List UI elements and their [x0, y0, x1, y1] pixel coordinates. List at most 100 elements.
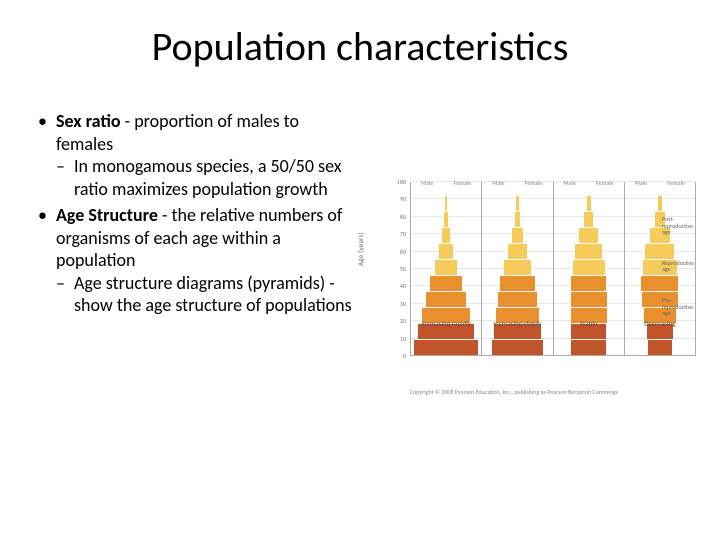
slide: Population characteristics Sex ratio - p… — [0, 0, 720, 540]
age-bar — [556, 276, 622, 292]
female-bar — [446, 244, 453, 259]
slide-title: Population characteristics — [0, 22, 720, 71]
male-bar — [575, 244, 588, 259]
figure-copyright: Copyright © 2008 Pearson Education, Inc.… — [410, 388, 696, 396]
age-structure-figure: Age (years) 0102030405060708090100 MaleF… — [386, 176, 696, 396]
male-bar — [579, 228, 588, 243]
female-bar — [446, 212, 448, 227]
head-female: Female — [596, 179, 614, 187]
male-bar — [642, 292, 660, 307]
male-bar — [508, 244, 517, 259]
female-bar — [589, 212, 594, 227]
panel-caption: Stable — [554, 320, 624, 328]
male-bar — [645, 244, 660, 259]
age-bar — [556, 260, 622, 276]
age-bar — [484, 212, 550, 228]
female-bar — [660, 196, 662, 211]
head-male: Male — [492, 179, 504, 187]
female-bar — [589, 228, 598, 243]
female-bar — [660, 340, 672, 355]
pyramid-panel: MaleFemaleIncreasing rapidly — [410, 182, 481, 356]
male-bar — [573, 260, 589, 275]
y-tick: 50 — [400, 266, 406, 272]
female-bar — [517, 260, 530, 275]
term: Sex ratio — [56, 110, 121, 132]
age-bar — [556, 212, 622, 228]
sub-bullet: In monogamous species, a 50/50 sex ratio… — [56, 155, 358, 200]
y-axis: Age (years) 0102030405060708090100 — [386, 176, 408, 356]
age-bar — [484, 228, 550, 244]
female-bar — [517, 212, 520, 227]
male-bar — [571, 276, 588, 291]
y-tick: 20 — [400, 318, 406, 324]
male-bar — [430, 276, 446, 291]
y-tick: 60 — [400, 249, 406, 255]
head-female: Female — [667, 179, 685, 187]
age-bar — [556, 340, 622, 356]
age-bar — [413, 244, 479, 260]
female-bar — [517, 340, 542, 355]
bullet-item: Sex ratio - proportion of males to femal… — [38, 110, 358, 200]
legend-pre: Pre-reproductive age — [662, 297, 700, 317]
legend-post: Post-reproductive age — [662, 216, 700, 236]
panel-header: Male Female — [482, 179, 552, 187]
male-bar — [650, 228, 660, 243]
panel-header: Male Female — [554, 179, 624, 187]
female-bar — [589, 276, 606, 291]
term: Age Structure — [56, 204, 158, 226]
y-tick: 10 — [400, 336, 406, 342]
panel-header: MaleFemale — [411, 179, 481, 187]
age-bar — [413, 292, 479, 308]
age-bar — [556, 244, 622, 260]
age-bar — [627, 340, 693, 356]
sub-bullet: Age structure diagrams (pyramids) - show… — [56, 272, 358, 317]
male-bar — [571, 292, 589, 307]
age-bar — [413, 260, 479, 276]
head-female: Female — [525, 179, 543, 187]
female-bar — [517, 228, 522, 243]
male-bar — [643, 260, 660, 275]
y-tick: 40 — [400, 283, 406, 289]
male-bar — [498, 292, 518, 307]
female-bar — [589, 260, 605, 275]
female-bar — [517, 292, 537, 307]
age-bar — [484, 260, 550, 276]
age-bar — [413, 340, 479, 356]
y-tick: 100 — [397, 179, 406, 185]
age-bar — [484, 276, 550, 292]
head-male: Male — [635, 179, 647, 187]
y-tick: 90 — [400, 196, 406, 202]
age-bar — [556, 292, 622, 308]
head-male: Male — [564, 179, 576, 187]
age-bar — [484, 292, 550, 308]
female-bar — [446, 196, 447, 211]
male-bar — [414, 340, 446, 355]
female-bar — [517, 276, 534, 291]
age-bar — [413, 276, 479, 292]
pyramid — [556, 196, 622, 356]
panel-header: Male Female — [625, 179, 695, 187]
y-tick: 30 — [400, 301, 406, 307]
age-bar — [556, 228, 622, 244]
body-text: Sex ratio - proportion of males to femal… — [38, 110, 358, 321]
pyramid — [484, 196, 550, 356]
male-bar — [504, 260, 517, 275]
age-bar — [413, 228, 479, 244]
y-tick: 70 — [400, 231, 406, 237]
pyramid-panel: Male Female Stable — [553, 182, 624, 356]
age-bar — [484, 196, 550, 212]
female-bar — [589, 340, 606, 355]
y-tick: 80 — [400, 214, 406, 220]
head-male: Male — [421, 179, 433, 187]
age-bar — [413, 196, 479, 212]
female-bar — [517, 196, 518, 211]
female-bar — [589, 292, 607, 307]
y-axis-label: Age (years) — [356, 232, 365, 266]
female-bar — [446, 260, 457, 275]
female-bar — [589, 244, 602, 259]
legend-repro: Reproductive age — [662, 260, 700, 273]
age-bar — [556, 196, 622, 212]
female-bar — [446, 292, 466, 307]
male-bar — [435, 260, 446, 275]
panel-caption: Increasing slowly — [482, 320, 552, 328]
